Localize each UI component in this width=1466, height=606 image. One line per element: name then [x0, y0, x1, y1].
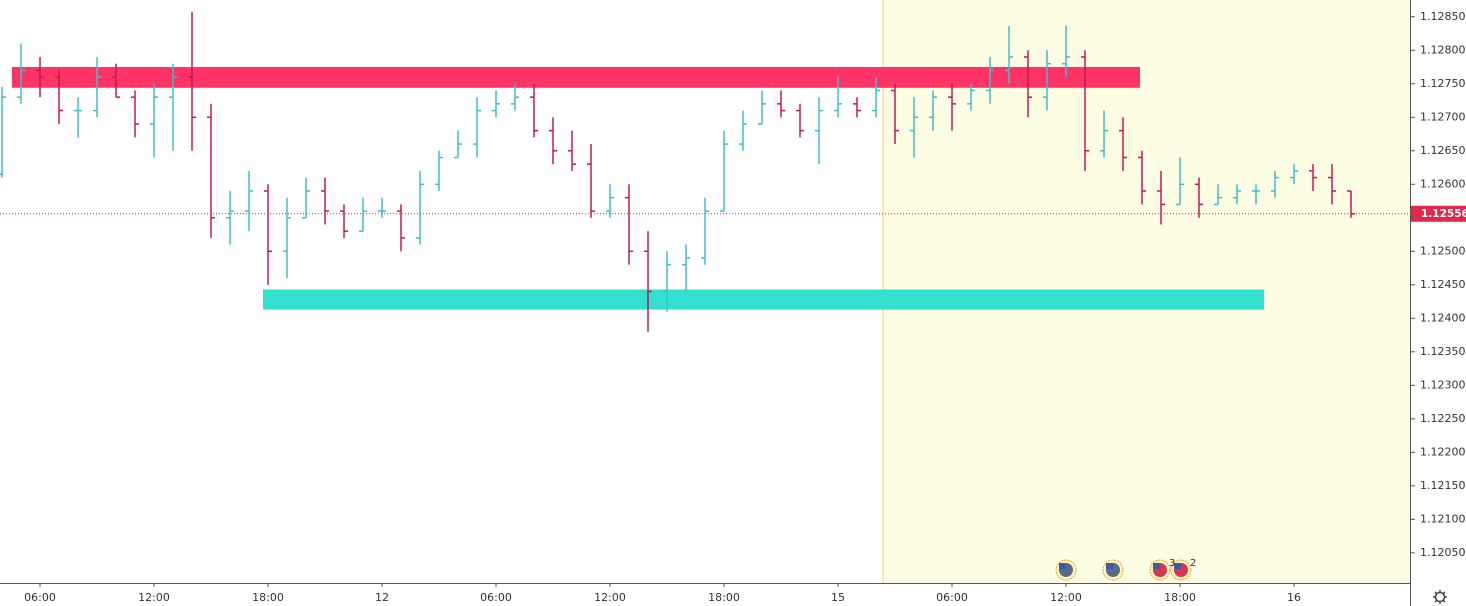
x-tick-label: 12:00	[594, 591, 626, 604]
x-tick-label: 15	[831, 591, 845, 604]
price-axis-panel	[1410, 0, 1466, 606]
price-zone	[263, 289, 1264, 310]
event-flag-part	[1174, 563, 1181, 569]
axes: 1.12850 1.12800 1.12750 1.12700 1.12650 1.126…	[24, 10, 1466, 604]
event-count: 2	[1190, 558, 1196, 569]
y-tick-label: 1.12050	[1420, 546, 1466, 559]
y-tick-label: 1.12450	[1420, 278, 1466, 291]
y-tick-label: 1.12350	[1420, 345, 1466, 358]
x-tick-label: 12:00	[1050, 591, 1082, 604]
y-tick-label: 1.12600	[1420, 177, 1466, 190]
x-tick-label: 06:00	[936, 591, 968, 604]
x-tick-label: 18:00	[252, 591, 284, 604]
y-tick-label: 1.12700	[1420, 110, 1466, 123]
y-tick-label: 1.12500	[1420, 244, 1466, 257]
x-tick-label: 18:00	[708, 591, 740, 604]
y-tick-label: 1.12400	[1420, 311, 1466, 324]
event-flag-part	[1059, 563, 1066, 569]
y-tick-label: 1.12300	[1420, 378, 1466, 391]
x-tick-label: 12	[375, 591, 389, 604]
x-tick-label: 16	[1287, 591, 1301, 604]
y-tick-label: 1.12650	[1420, 144, 1466, 157]
last-price-box	[1411, 205, 1466, 222]
y-tick-label: 1.12100	[1420, 512, 1466, 525]
last-price-label: 1.12556	[1421, 208, 1466, 220]
y-tick-label: 1.12750	[1420, 77, 1466, 90]
y-tick-label: 1.12200	[1420, 445, 1466, 458]
y-tick-label: 1.12250	[1420, 412, 1466, 425]
price-zone	[12, 67, 1140, 88]
event-count: 3	[1169, 558, 1175, 569]
settings-icon[interactable]	[1433, 590, 1447, 604]
x-tick-label: 18:00	[1164, 591, 1196, 604]
event-flag-part	[1106, 563, 1113, 569]
y-tick-label: 1.12150	[1420, 479, 1466, 492]
y-tick-label: 1.12800	[1420, 43, 1466, 56]
y-tick-label: 1.12850	[1420, 10, 1466, 23]
x-tick-label: 06:00	[24, 591, 56, 604]
event-flag-part	[1153, 563, 1160, 569]
x-tick-label: 12:00	[138, 591, 170, 604]
x-tick-label: 06:00	[480, 591, 512, 604]
